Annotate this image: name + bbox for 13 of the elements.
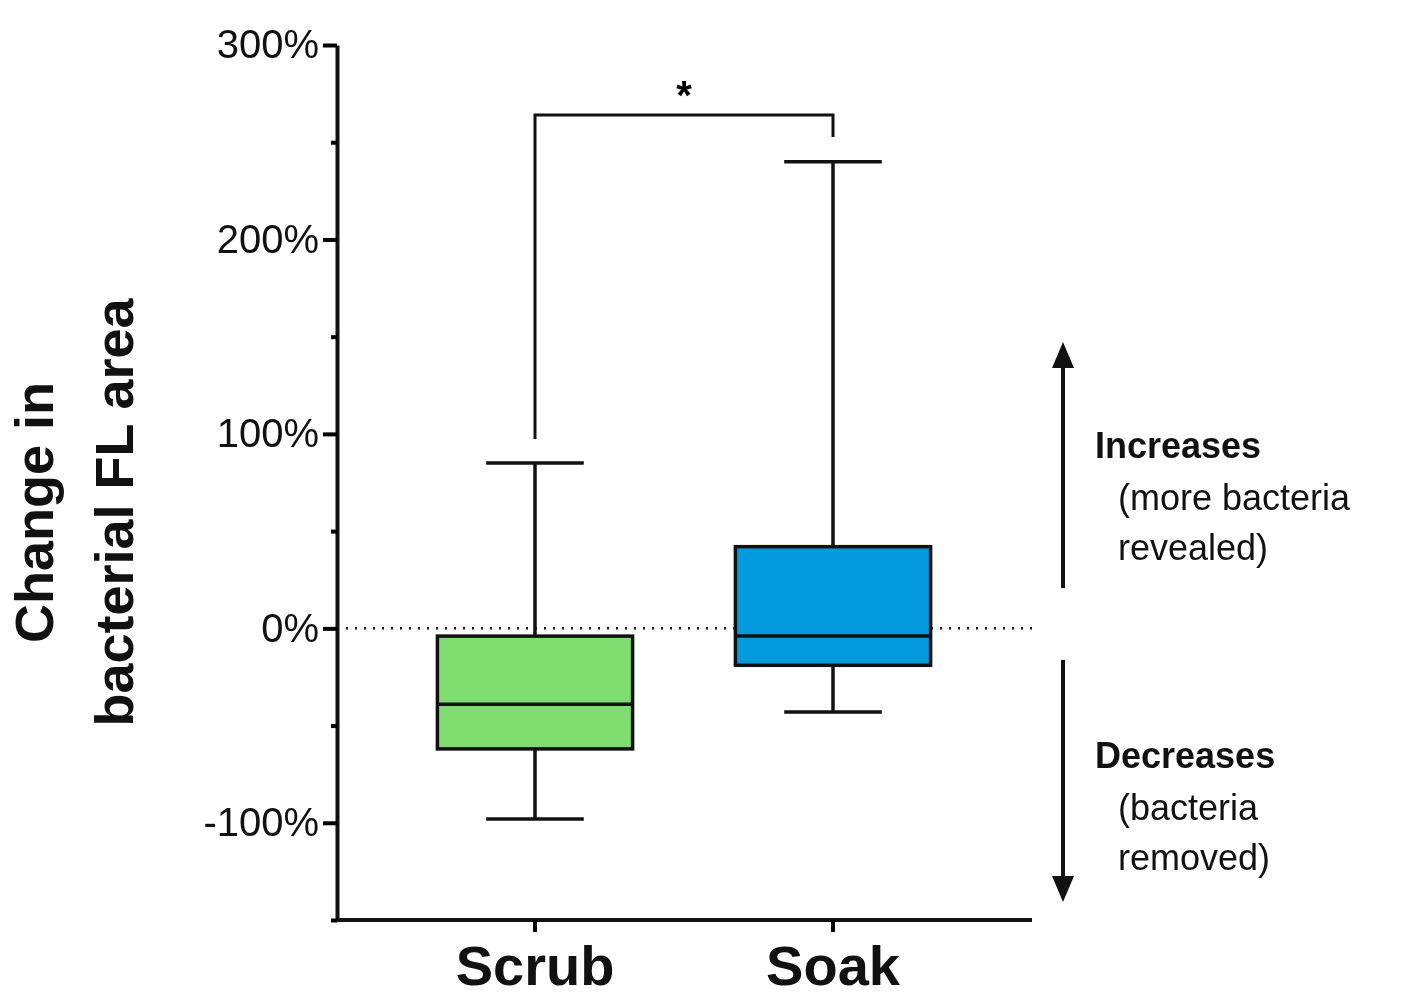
- text: Decreases: [1095, 735, 1276, 776]
- text: (bacteria removed): [1118, 787, 1271, 878]
- y-tick-label: 300%: [216, 22, 319, 67]
- y-axis-title: Change in bacterial FL area: [4, 297, 144, 727]
- y-tick-label: 0%: [261, 605, 319, 650]
- text: (more bacteria revealed): [1118, 477, 1352, 568]
- x-tick-label: Soak: [766, 934, 901, 998]
- x-tick-label: Scrub: [455, 934, 615, 998]
- y-tick-label: 100%: [216, 411, 319, 456]
- y-tick-label: 200%: [216, 216, 319, 261]
- y-tick-label: -100%: [203, 800, 319, 845]
- text: Increases: [1095, 425, 1262, 466]
- annotation: *: [676, 73, 693, 117]
